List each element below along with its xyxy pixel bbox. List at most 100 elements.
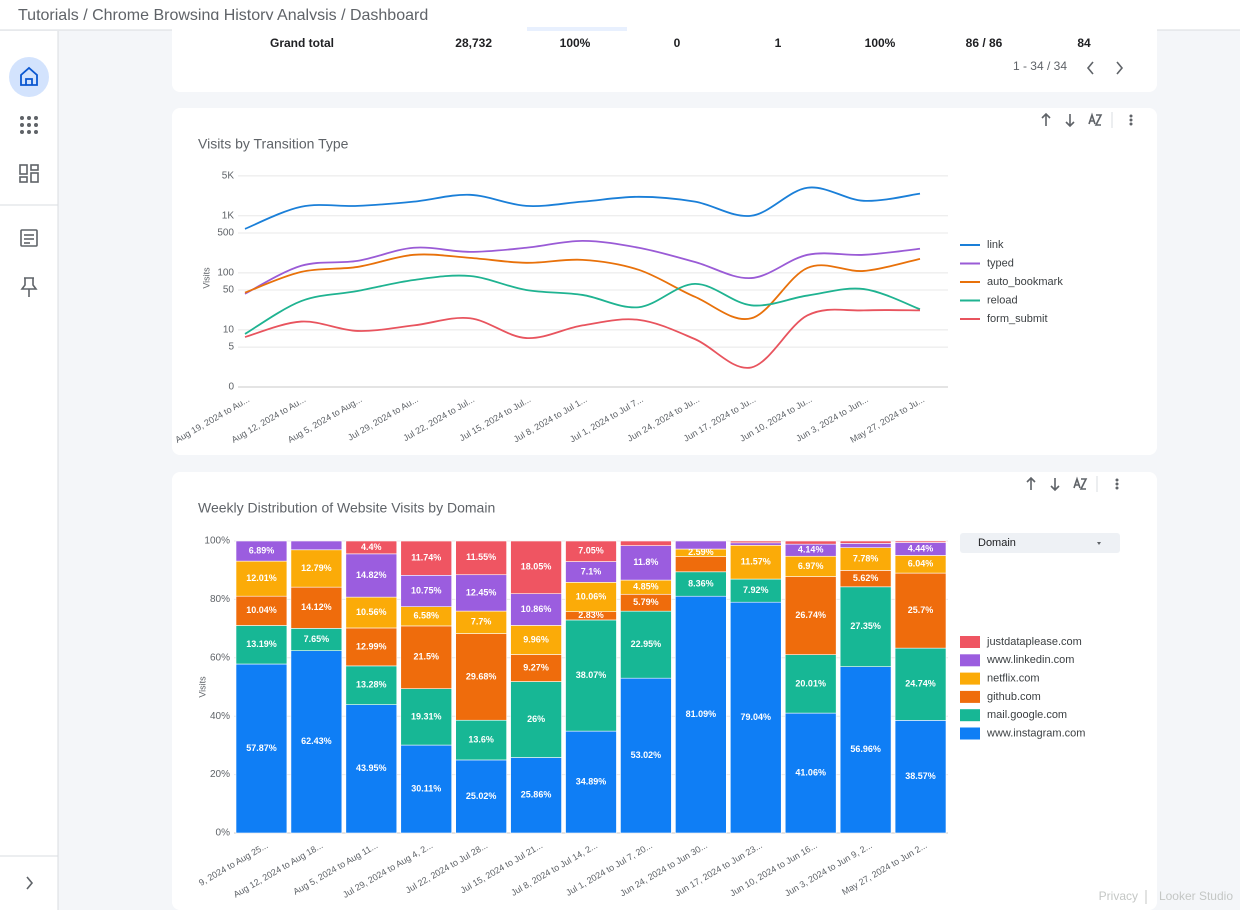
data-label: 14.82% xyxy=(356,570,387,580)
pin-icon[interactable] xyxy=(20,277,38,297)
bar-segment xyxy=(290,586,343,629)
data-label: 2.83% xyxy=(578,610,604,620)
legend-label: mail.google.com xyxy=(987,709,1067,721)
home-icon xyxy=(20,66,38,86)
grand-total-row: Grand total 28,732 100% 0 1 100% 86 / 86… xyxy=(270,36,1091,50)
bar-segment xyxy=(784,540,837,545)
y-tick-label: 100 xyxy=(217,267,234,278)
data-label: 6.58% xyxy=(413,611,439,621)
data-label: 26.74% xyxy=(795,610,826,620)
y-tick-label: 10 xyxy=(223,325,235,336)
data-label: 4.4% xyxy=(361,542,382,552)
data-label: 7.65% xyxy=(304,634,330,644)
data-label: 30.11% xyxy=(411,783,441,793)
line-series xyxy=(244,239,921,295)
sidebar xyxy=(0,31,58,910)
legend-swatch xyxy=(960,727,980,740)
table-highlight xyxy=(527,27,627,31)
table-cell: 28,732 xyxy=(455,36,492,50)
data-label: 5.79% xyxy=(633,597,659,607)
bar-segment xyxy=(675,540,727,550)
filter-label: Domain xyxy=(978,537,1016,549)
data-label: 6.97% xyxy=(798,561,824,571)
bar-segment xyxy=(345,596,398,629)
data-label: 20.01% xyxy=(795,678,826,688)
y-tick-label: 80% xyxy=(210,594,230,605)
breadcrumb[interactable]: Tutorials / Chrome Browsing History Anal… xyxy=(18,7,428,24)
legend-label: justdataplease.com xyxy=(986,636,1082,648)
home-button[interactable] xyxy=(9,57,49,97)
data-label: 18.05% xyxy=(521,562,552,572)
data-label: 25.86% xyxy=(521,790,552,800)
bar-segment xyxy=(784,654,837,714)
data-label: 11.57% xyxy=(741,557,771,567)
bar-segment xyxy=(400,688,452,746)
more-menu[interactable] xyxy=(1115,478,1119,490)
bar-segment xyxy=(894,572,947,649)
more-menu[interactable] xyxy=(1129,114,1133,126)
chart-toolbar[interactable] xyxy=(1026,476,1088,492)
data-label: 25.02% xyxy=(466,791,497,801)
y-axis-label: Visits xyxy=(197,676,207,698)
bar-segment xyxy=(290,549,343,588)
data-label: 2.59% xyxy=(688,547,714,557)
filter-dropdown[interactable] xyxy=(960,533,1120,553)
data-label: 10.86% xyxy=(521,604,552,614)
bar-segment xyxy=(620,540,672,546)
bar-segment xyxy=(620,545,672,581)
y-tick-label: 50 xyxy=(223,285,235,296)
y-tick-label: 0% xyxy=(216,828,231,839)
data-label: 10.06% xyxy=(576,591,607,601)
data-label: 41.06% xyxy=(795,767,826,777)
legend-label: www.linkedin.com xyxy=(986,654,1074,666)
data-label: 6.89% xyxy=(249,545,275,555)
y-tick-label: 1K xyxy=(222,210,235,221)
bar-segment xyxy=(345,540,398,555)
bar-segment xyxy=(730,542,782,546)
privacy-link[interactable]: Privacy xyxy=(1099,889,1138,903)
bar-segment xyxy=(345,665,398,705)
bar-segment xyxy=(400,540,452,576)
legend-swatch xyxy=(960,654,980,667)
apps-icon[interactable] xyxy=(20,116,38,134)
legend-label: www.instagram.com xyxy=(986,727,1085,739)
data-label: 81.09% xyxy=(686,709,717,719)
data-label: 4.85% xyxy=(633,582,659,592)
line-series xyxy=(244,274,921,335)
data-label: 10.75% xyxy=(411,585,442,595)
bar-segment xyxy=(235,560,288,597)
legend-swatch xyxy=(960,672,980,685)
line-series xyxy=(244,186,921,230)
dropdown-arrow xyxy=(1097,542,1101,545)
brand-label: Looker Studio xyxy=(1159,889,1233,903)
bar-segment xyxy=(510,681,562,758)
y-tick-label: 5 xyxy=(228,342,234,353)
bar-segment xyxy=(620,677,672,834)
bar-segment xyxy=(675,556,727,573)
data-label: 29.68% xyxy=(466,671,497,681)
data-label: 7.78% xyxy=(853,553,879,563)
y-tick-label: 20% xyxy=(210,769,230,780)
data-label: 13.19% xyxy=(246,639,277,649)
report-icon[interactable] xyxy=(20,229,38,247)
data-label: 10.56% xyxy=(356,607,387,617)
data-label: 11.74% xyxy=(411,553,441,563)
dashboard-icon[interactable] xyxy=(19,164,39,183)
bar-segment xyxy=(345,704,398,834)
chart-toolbar[interactable] xyxy=(1041,112,1103,128)
bar-segment xyxy=(235,595,288,626)
table-cell: 84 xyxy=(1077,36,1091,50)
legend-swatch xyxy=(960,690,980,703)
next-page[interactable] xyxy=(1116,61,1124,75)
expand-button[interactable] xyxy=(26,876,34,890)
legend-label: auto_bookmark xyxy=(987,276,1063,288)
data-label: 19.31% xyxy=(411,711,442,721)
bar-segment xyxy=(894,647,947,721)
table-cell: 1 xyxy=(775,36,782,50)
legend-label: typed xyxy=(987,257,1014,269)
prev-page[interactable] xyxy=(1086,61,1094,75)
data-label: 22.95% xyxy=(631,639,662,649)
bar-segment xyxy=(839,543,892,548)
legend-label: netflix.com xyxy=(987,673,1040,685)
